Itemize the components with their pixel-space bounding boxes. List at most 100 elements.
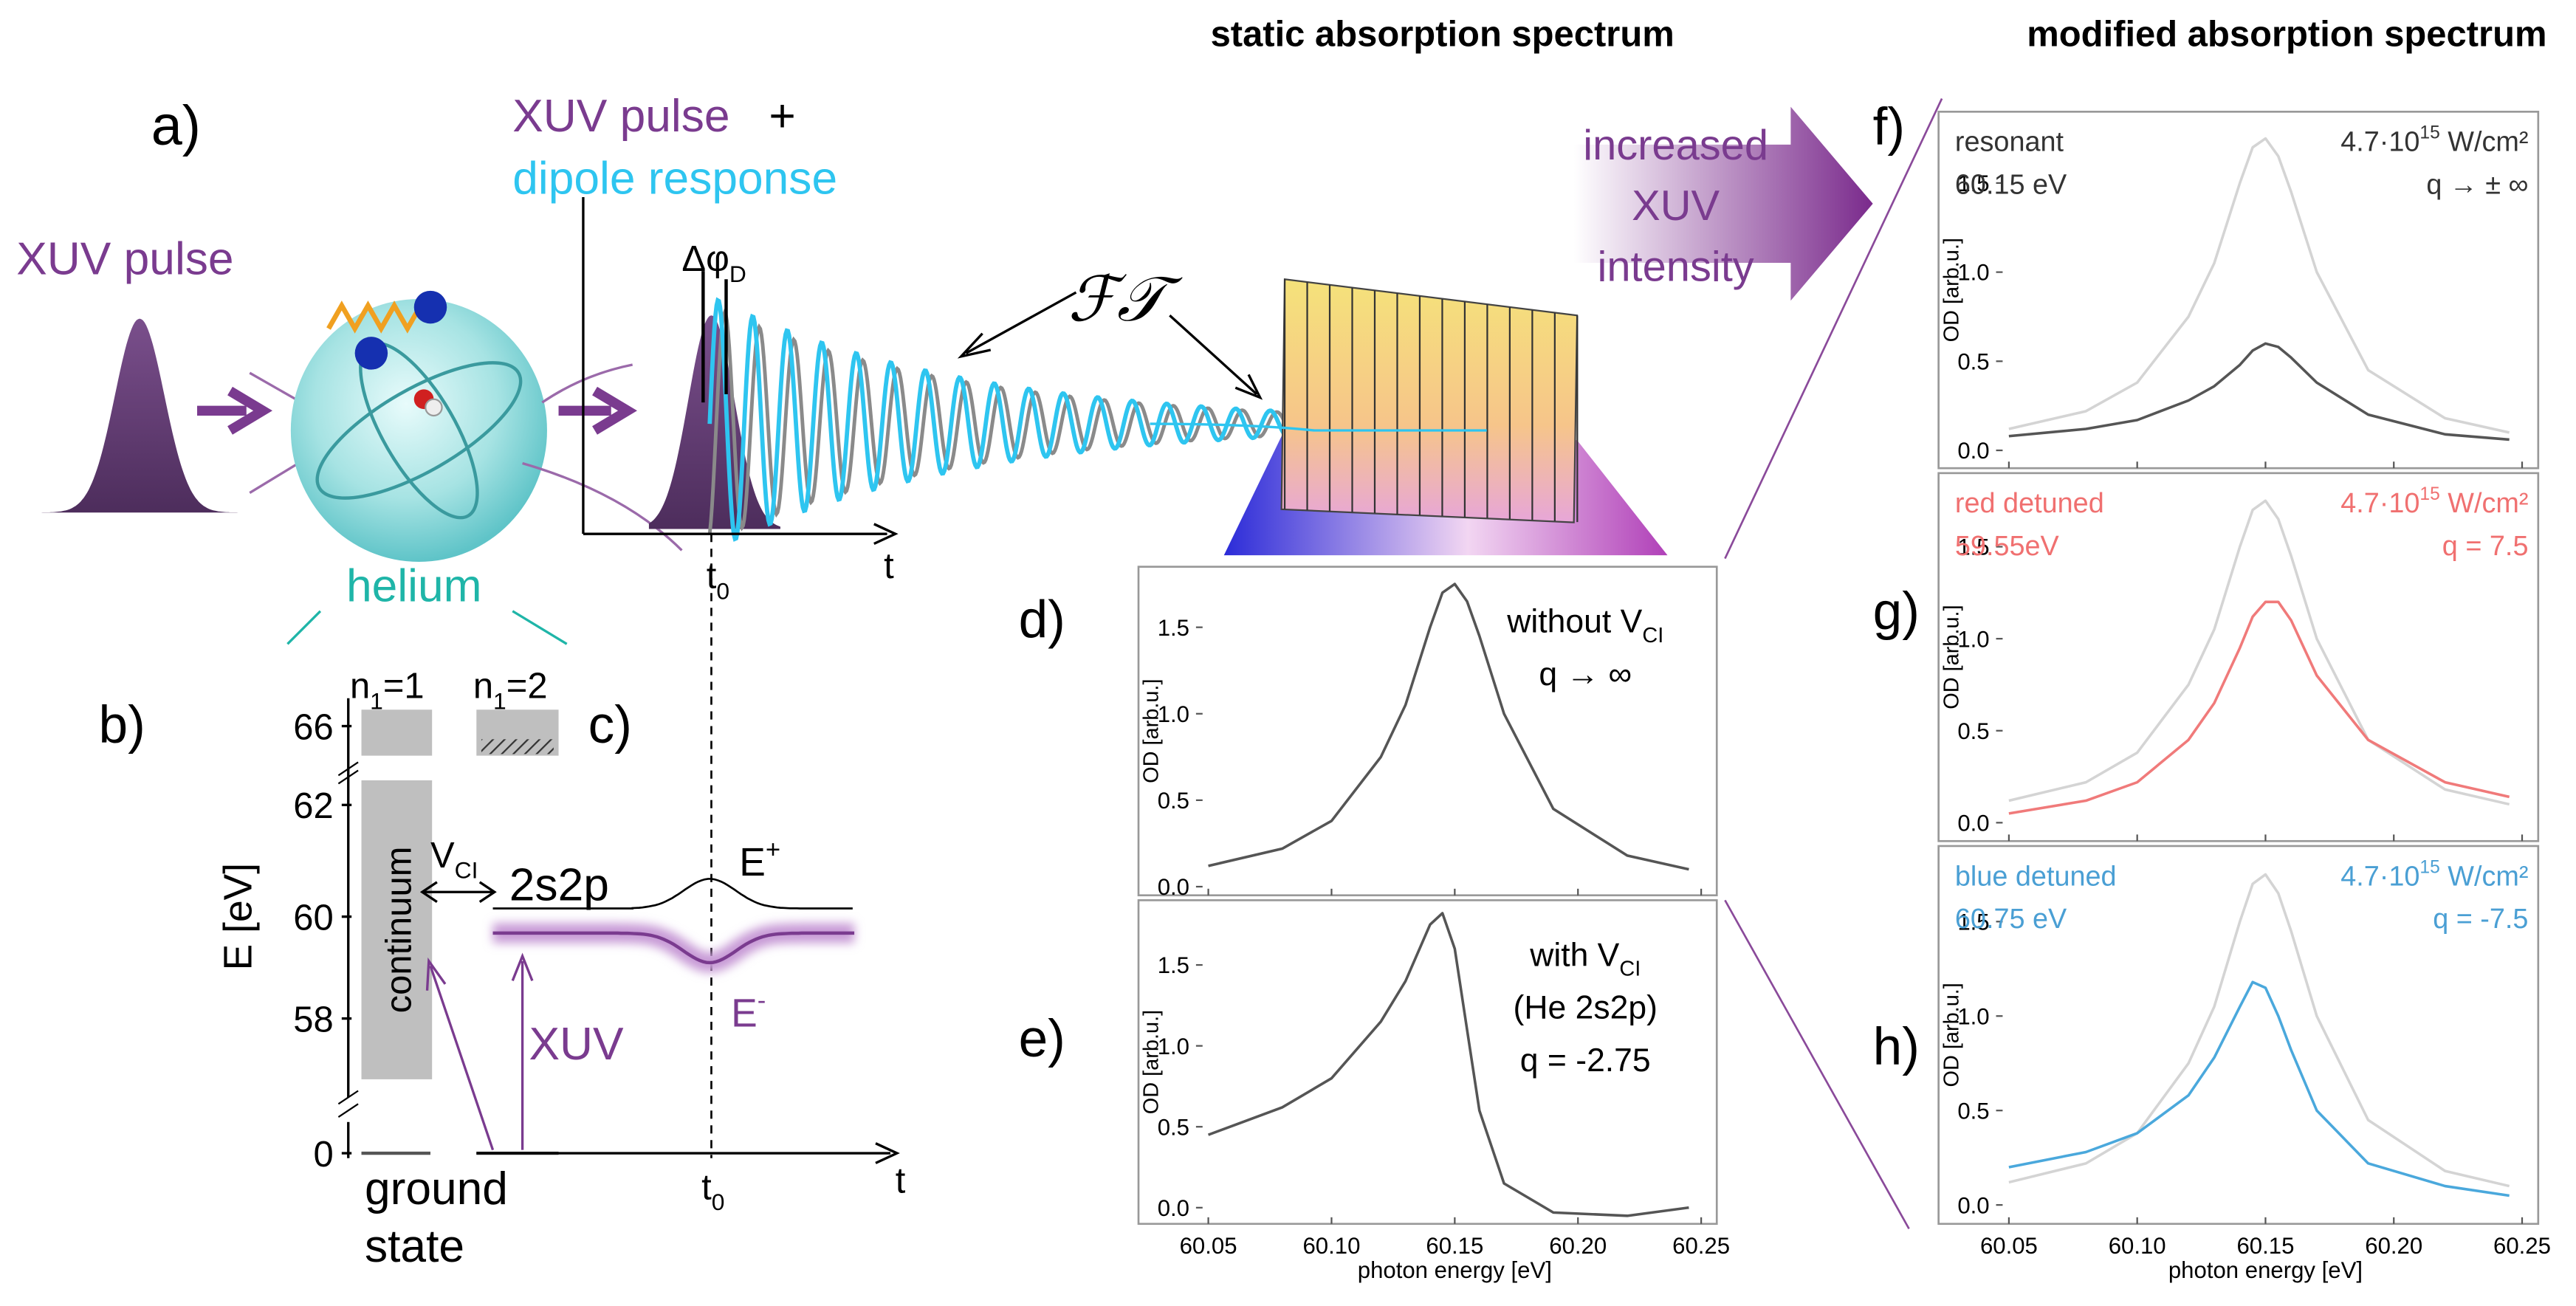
label-xuv: XUV [529,1019,624,1070]
text-segment: 59.55eV [1955,531,2060,562]
panel-frame [1937,110,2540,470]
arrow-label: increased [1583,122,1768,169]
spectrum-line [1207,912,1689,1217]
panel-label: g) [1873,582,1920,641]
text-segment: 15 [2419,484,2439,504]
y-tick-label: 0.0 [1957,810,1989,836]
ground-label: ground [365,1164,508,1214]
text-segment: without V [1506,604,1642,640]
label-state: 2s2p [509,859,609,910]
annotation: 59.55eV [1955,531,2060,562]
electron [354,337,388,370]
y-tick-label: 66 [293,707,333,747]
y-tick-label: 1.5 [1957,909,1989,935]
y-tick-label: 1.5 [1158,615,1189,641]
text-segment: q → ± ∞ [2426,170,2528,201]
text-segment: E [739,841,766,884]
connector [522,461,683,551]
continuum [361,780,433,1079]
panel-label: b) [99,696,145,755]
state-label: n1=1 [350,667,425,715]
panel-label: e) [1019,1010,1065,1068]
connector [249,464,297,494]
arrow-label: XUV [1632,182,1720,230]
text-segment: 15 [2419,123,2439,143]
y-tick-label: 0.5 [1158,788,1189,814]
y-tick-label: 0.0 [1957,1192,1989,1218]
label-t0: t0 [701,1167,724,1215]
label-ft: ℱ𝒯 [1068,264,1182,334]
annotation: without VCI [1506,604,1663,647]
label-xuv: XUV pulse [512,91,729,142]
x-tick-label: 60.10 [1302,1233,1360,1259]
x-tick-label: 60.20 [1549,1233,1607,1259]
y-axis-label: OD [arb.u.] [1940,238,1963,342]
panel-label: c) [588,696,632,755]
zoom-line [1724,899,1910,1230]
x-tick-label: 60.25 [1672,1233,1730,1259]
y-tick-label: 1.0 [1158,701,1189,727]
text-segment: t [707,557,717,597]
annotation: q → ∞ [1539,656,1632,692]
text-segment: 1 [370,687,383,714]
annotation: (He 2s2p) [1514,990,1658,1026]
arrow [197,386,272,435]
annotation: resonant [1955,127,2064,158]
helium-atom [290,298,547,563]
spectrum-line [2008,342,2510,441]
x-axis-label: photon energy [eV] [2168,1257,2363,1283]
text-segment: 60.75 eV [1955,904,2067,935]
spectrum-line [1208,582,1689,871]
panel-label: h) [1873,1018,1920,1076]
arrow [1169,314,1263,400]
text-segment: 4.7·10 [2340,488,2419,519]
y-tick-label: 1.5 [1957,171,1989,196]
arrow [957,291,1077,359]
label-eminus: E- [731,987,766,1036]
text-segment: q = 7.5 [2442,531,2529,562]
axis-label: E [eV] [216,863,260,970]
panel-frame [1137,566,1718,897]
text-segment: =2 [506,667,548,707]
axis-break [337,761,359,1118]
connector [512,610,568,645]
y-tick-label: 1.0 [1957,1003,1989,1029]
text-segment: red detuned [1955,488,2104,519]
text-segment: + [766,836,780,864]
y-tick-label: 0.5 [1957,348,1989,374]
y-tick-label: 0.0 [1158,1195,1189,1221]
text-segment: - [758,987,766,1015]
t-label: t [884,546,894,586]
text-segment: q = -7.5 [2433,904,2528,935]
text-segment: 0 [716,577,729,604]
y-tick-label: 0.0 [1158,874,1189,900]
spectrum-line [2008,499,2510,806]
arrowhead [875,1142,900,1164]
text-segment: D [729,261,746,287]
text-segment: V [430,836,455,876]
x-tick-label: 60.15 [1426,1233,1483,1259]
panel-label: d) [1019,591,1065,649]
text-segment: CI [1619,958,1641,981]
coupling-arrow [419,881,497,903]
y-tick-label: 1.0 [1957,626,1989,652]
text-segment: W/cm² [2440,127,2529,158]
panel-label: a) [151,95,201,157]
annotation: 4.7·1015 W/cm² [2340,857,2528,892]
t-label: t [896,1161,906,1200]
y-tick-label: 0.5 [1957,1098,1989,1124]
arrowhead [873,523,899,546]
annotation: 60.75 eV [1955,904,2067,935]
spectrum-card [1280,278,1579,523]
y-tick-label: 1.0 [1957,260,1989,286]
x-tick-label: 60.20 [2365,1233,2422,1259]
y-tick-label: 0.5 [1158,1114,1189,1140]
arrow [558,386,637,435]
annotation: q = -7.5 [2433,904,2528,935]
state-label: n1=2 [473,667,548,715]
band [361,709,433,756]
panel-frame [1937,845,2540,1226]
arrow-label: intensity [1598,244,1754,291]
text-segment: with V [1529,937,1619,973]
